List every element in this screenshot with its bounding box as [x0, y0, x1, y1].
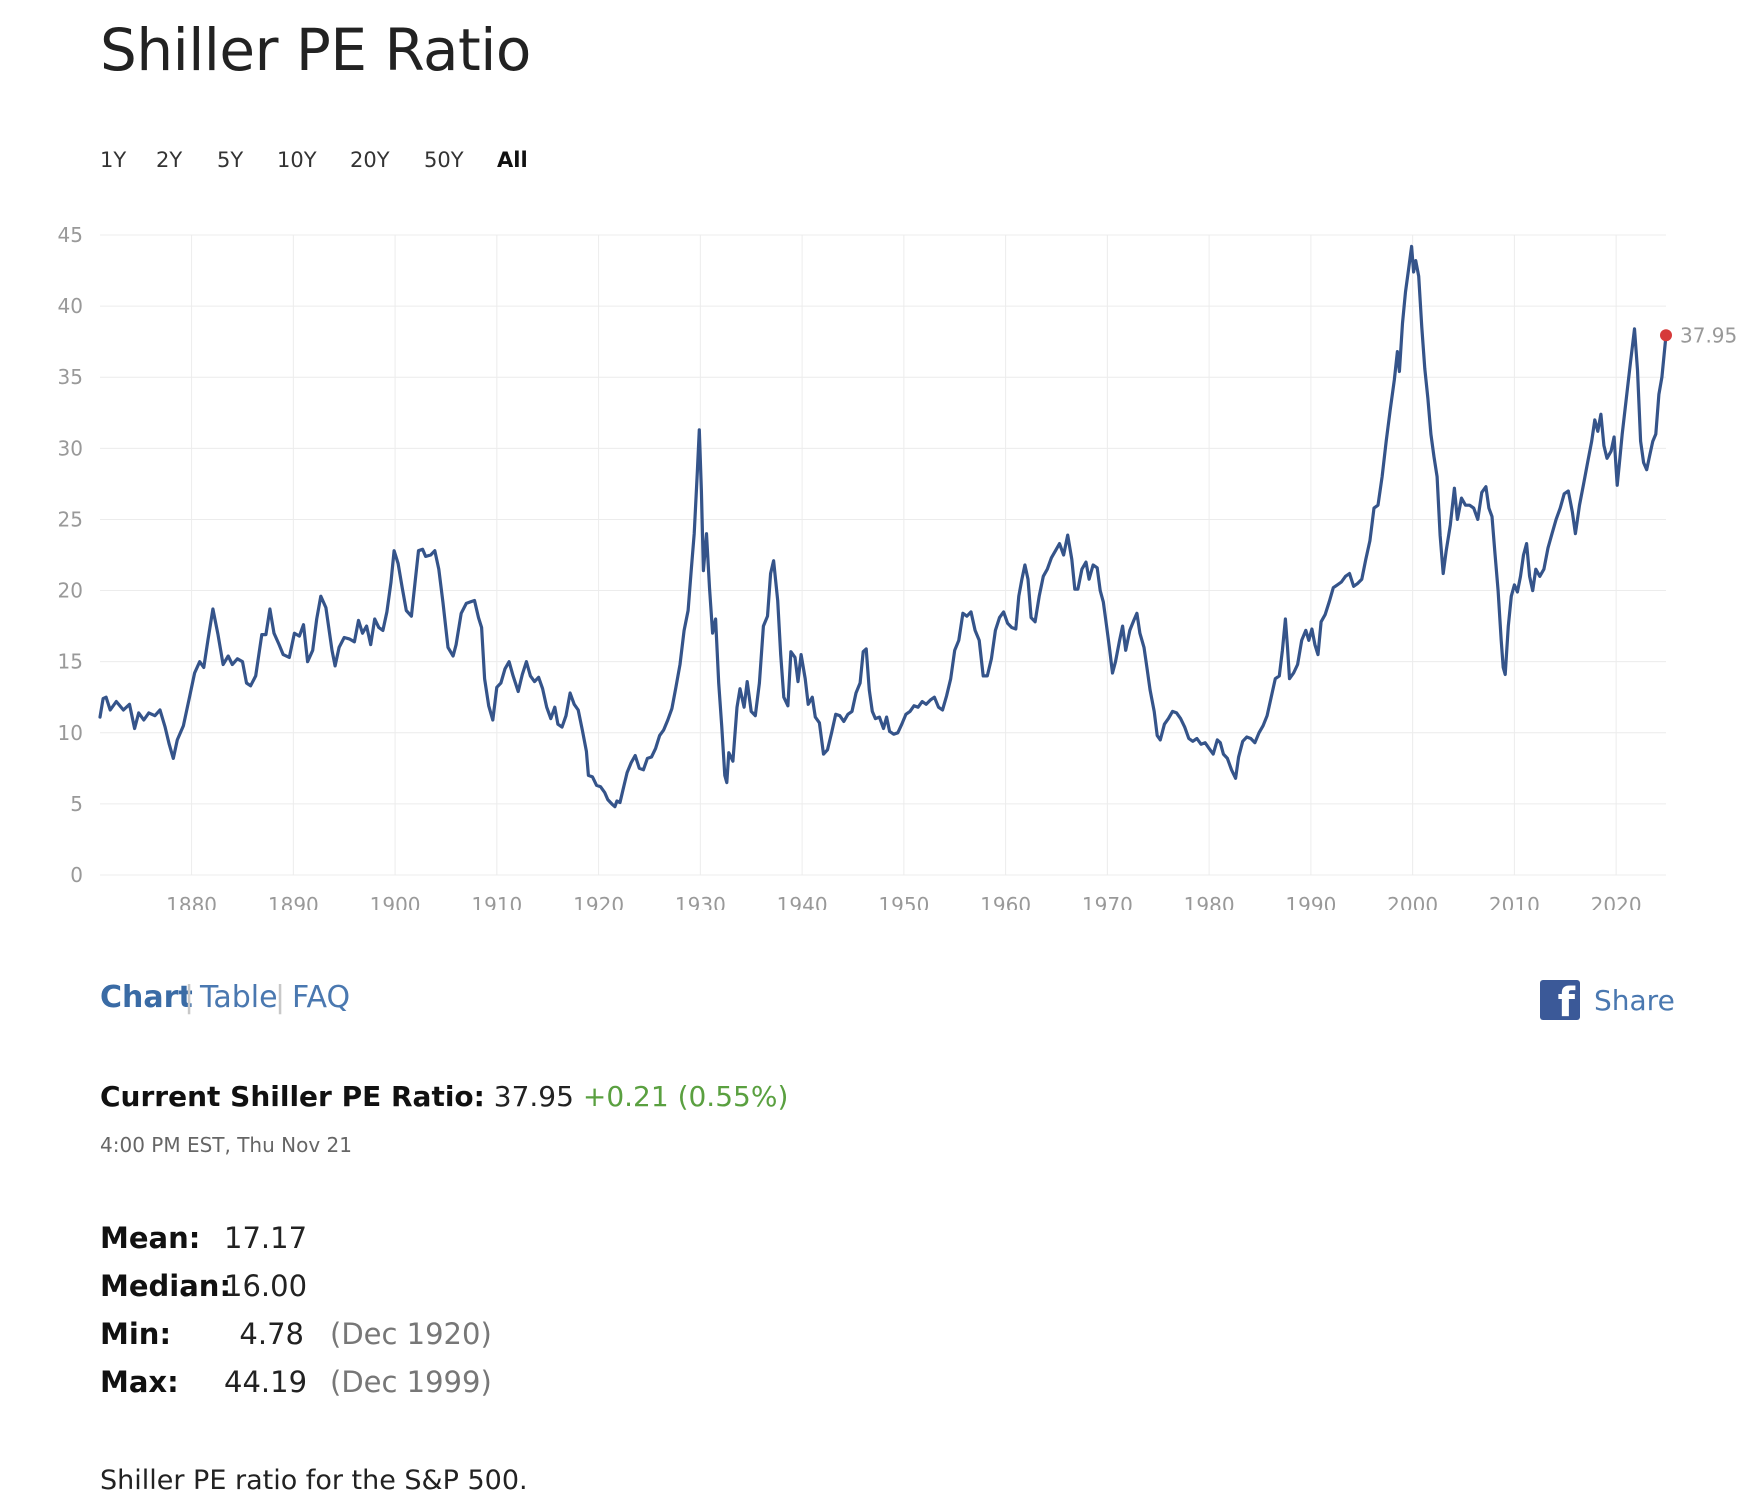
share-button[interactable]: f Share	[1540, 978, 1675, 1026]
stat-date: (Dec 1920)	[330, 1317, 492, 1351]
y-tick-label: 40	[58, 294, 83, 318]
stat-value: 4.78	[239, 1317, 304, 1351]
stat-key: Mean:	[100, 1221, 201, 1255]
x-axis-ticks: 1880 1890 1900 1910 1920 1930 1940 1950 1960 1970…	[166, 893, 1641, 910]
stat-value: 16.00	[224, 1269, 308, 1303]
chart-grid	[100, 234, 1666, 876]
x-tick-label: 1880	[166, 893, 217, 910]
tab-table[interactable]: Table	[200, 980, 278, 1015]
timestamp: 4:00 PM EST, Thu Nov 21	[100, 1133, 352, 1157]
range-tab-10y[interactable]: 10Y	[277, 148, 317, 172]
current-change: +0.21 (0.55%)	[582, 1080, 789, 1113]
stat-value: 44.19	[224, 1365, 308, 1399]
current-value-label: 37.95	[1680, 323, 1737, 347]
description: Shiller PE ratio for the S&P 500.	[100, 1465, 528, 1496]
range-tab-50y[interactable]: 50Y	[424, 148, 464, 172]
x-tick-label: 1910	[471, 893, 522, 910]
pe-ratio-line	[98, 244, 1668, 809]
x-tick-label: 2020	[1591, 893, 1642, 910]
share-label: Share	[1594, 983, 1675, 1017]
current-label: Current Shiller PE Ratio:	[100, 1080, 485, 1113]
stat-date: (Dec 1999)	[330, 1365, 492, 1399]
x-tick-label: 1950	[878, 893, 929, 910]
page-title: Shiller PE Ratio	[100, 16, 531, 84]
y-tick-label: 25	[58, 507, 83, 531]
y-tick-label: 30	[58, 436, 83, 460]
nav-separator: |	[184, 980, 195, 1015]
nav-separator: |	[275, 980, 286, 1015]
stat-key: Min:	[100, 1317, 172, 1351]
x-tick-label: 1940	[777, 893, 828, 910]
range-tab-5y[interactable]: 5Y	[217, 148, 244, 172]
x-tick-label: 2000	[1387, 893, 1438, 910]
y-tick-label: 10	[58, 721, 83, 745]
x-tick-label: 1930	[675, 893, 726, 910]
x-tick-label: 1890	[268, 893, 319, 910]
current-value-marker	[1660, 329, 1672, 342]
x-tick-label: 2010	[1489, 893, 1540, 910]
range-tab-2y[interactable]: 2Y	[156, 148, 183, 172]
range-tab-20y[interactable]: 20Y	[350, 148, 390, 172]
y-tick-label: 0	[70, 863, 83, 887]
y-tick-label: 5	[70, 792, 83, 816]
x-tick-label: 1920	[573, 893, 624, 910]
current-number: 37.95	[493, 1080, 574, 1113]
x-tick-label: 1980	[1184, 893, 1235, 910]
y-tick-label: 45	[58, 223, 83, 247]
y-tick-label: 20	[58, 579, 83, 603]
stat-key: Median:	[100, 1269, 232, 1303]
x-tick-label: 1960	[980, 893, 1031, 910]
facebook-icon: f	[1540, 980, 1580, 1026]
x-tick-label: 1900	[370, 893, 421, 910]
y-tick-label: 15	[58, 650, 83, 674]
y-tick-label: 35	[58, 365, 83, 389]
y-axis-ticks: 0 5 10 15 20 25 30 35 40 45	[58, 223, 83, 887]
stat-key: Max:	[100, 1365, 179, 1399]
x-tick-label: 1990	[1285, 893, 1336, 910]
stat-value: 17.17	[224, 1221, 308, 1255]
tab-faq[interactable]: FAQ	[292, 980, 351, 1015]
current-value: Current Shiller PE Ratio: 37.95 +0.21 (0…	[100, 1080, 788, 1113]
x-tick-label: 1970	[1082, 893, 1133, 910]
tab-chart[interactable]: Chart	[100, 980, 193, 1015]
range-tab-1y[interactable]: 1Y	[100, 148, 127, 172]
facebook-glyph: f	[1557, 980, 1575, 1026]
range-tab-all[interactable]: All	[497, 148, 528, 172]
